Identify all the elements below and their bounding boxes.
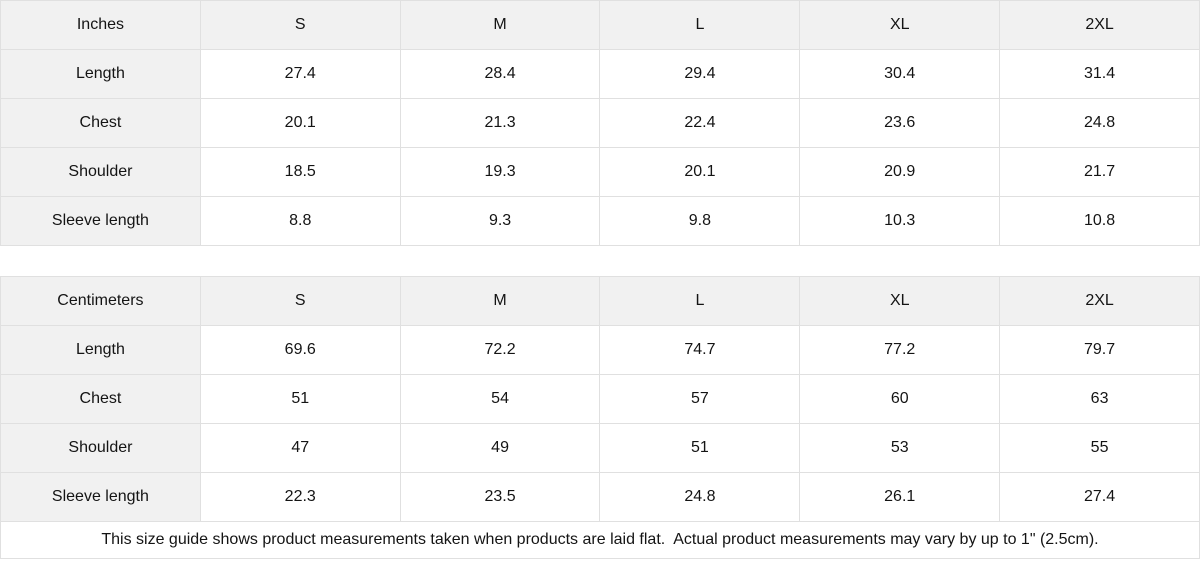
size-header-cell: L [599,276,801,326]
measurement-cell: 21.7 [999,147,1200,197]
measurement-cell: 31.4 [999,49,1200,99]
row-label: Length [0,49,201,99]
measurement-cell: 51 [599,423,801,473]
size-header-cell: 2XL [999,0,1200,50]
table-row: Sleeve length 22.3 23.5 24.8 26.1 27.4 [0,472,1200,522]
measurement-cell: 20.1 [599,147,801,197]
measurement-cell: 20.9 [799,147,1001,197]
measurement-cell: 10.8 [999,196,1200,246]
measurement-cell: 24.8 [599,472,801,522]
measurement-cell: 54 [399,374,601,424]
measurement-cell: 53 [799,423,1001,473]
measurement-cell: 30.4 [799,49,1001,99]
row-label: Shoulder [0,147,201,197]
table-row: Length 27.4 28.4 29.4 30.4 31.4 [0,49,1200,99]
measurement-cell: 22.4 [599,98,801,148]
table-header-row: Centimeters S M L XL 2XL [0,276,1200,326]
measurement-cell: 79.7 [999,325,1200,375]
measurement-cell: 29.4 [599,49,801,99]
measurement-cell: 69.6 [199,325,401,375]
measurement-cell: 47 [199,423,401,473]
measurement-cell: 8.8 [199,196,401,246]
size-header-cell: S [199,0,401,50]
row-label: Shoulder [0,423,201,473]
measurement-cell: 20.1 [199,98,401,148]
measurement-cell: 27.4 [199,49,401,99]
measurement-cell: 49 [399,423,601,473]
measurement-cell: 22.3 [199,472,401,522]
size-guide: Inches S M L XL 2XL Length 27.4 28.4 29.… [0,0,1200,559]
size-guide-note: This size guide shows product measuremen… [0,521,1200,559]
table-header-row: Inches S M L XL 2XL [0,0,1200,50]
unit-header-cell: Inches [0,0,201,50]
centimeters-table: Centimeters S M L XL 2XL Length 69.6 72.… [0,276,1200,559]
measurement-cell: 21.3 [399,98,601,148]
measurement-cell: 27.4 [999,472,1200,522]
measurement-cell: 9.8 [599,196,801,246]
footer-row: This size guide shows product measuremen… [0,521,1200,559]
measurement-cell: 28.4 [399,49,601,99]
size-header-cell: M [399,0,601,50]
table-row: Shoulder 18.5 19.3 20.1 20.9 21.7 [0,147,1200,197]
table-row: Shoulder 47 49 51 53 55 [0,423,1200,473]
size-header-cell: 2XL [999,276,1200,326]
measurement-cell: 10.3 [799,196,1001,246]
measurement-cell: 72.2 [399,325,601,375]
measurement-cell: 9.3 [399,196,601,246]
row-label: Sleeve length [0,472,201,522]
table-row: Chest 51 54 57 60 63 [0,374,1200,424]
measurement-cell: 18.5 [199,147,401,197]
row-label: Chest [0,374,201,424]
measurement-cell: 51 [199,374,401,424]
measurement-cell: 26.1 [799,472,1001,522]
size-header-cell: L [599,0,801,50]
unit-header-cell: Centimeters [0,276,201,326]
measurement-cell: 60 [799,374,1001,424]
measurement-cell: 57 [599,374,801,424]
inches-table: Inches S M L XL 2XL Length 27.4 28.4 29.… [0,0,1200,246]
size-header-cell: XL [799,276,1001,326]
measurement-cell: 55 [999,423,1200,473]
table-row: Sleeve length 8.8 9.3 9.8 10.3 10.8 [0,196,1200,246]
size-header-cell: M [399,276,601,326]
row-label: Chest [0,98,201,148]
measurement-cell: 77.2 [799,325,1001,375]
size-header-cell: S [199,276,401,326]
row-label: Sleeve length [0,196,201,246]
measurement-cell: 63 [999,374,1200,424]
table-row: Chest 20.1 21.3 22.4 23.6 24.8 [0,98,1200,148]
size-header-cell: XL [799,0,1001,50]
row-label: Length [0,325,201,375]
measurement-cell: 74.7 [599,325,801,375]
measurement-cell: 23.5 [399,472,601,522]
measurement-cell: 24.8 [999,98,1200,148]
table-row: Length 69.6 72.2 74.7 77.2 79.7 [0,325,1200,375]
measurement-cell: 19.3 [399,147,601,197]
measurement-cell: 23.6 [799,98,1001,148]
